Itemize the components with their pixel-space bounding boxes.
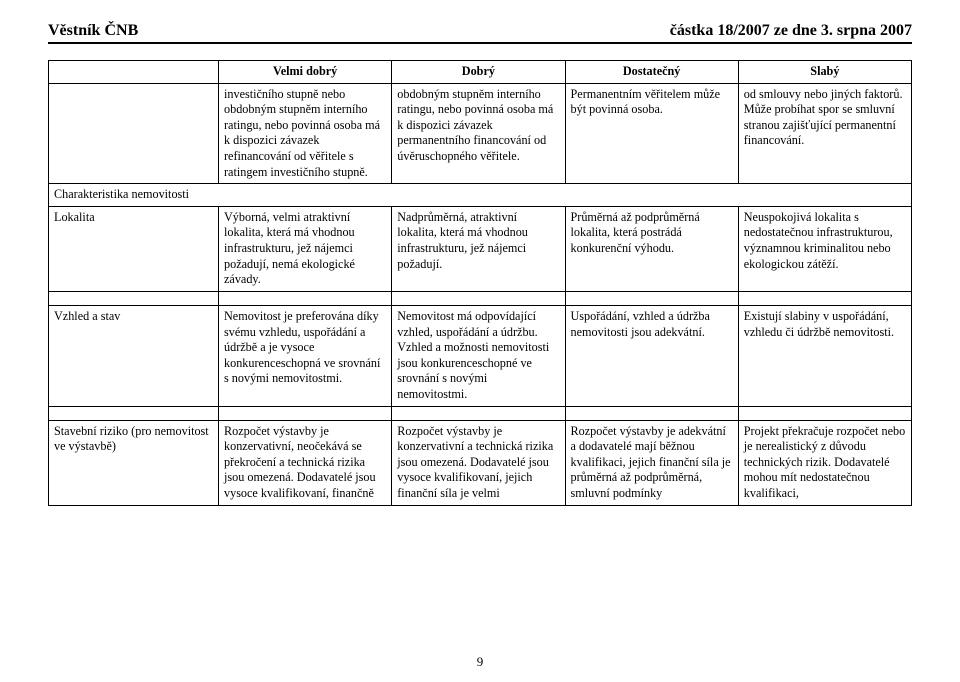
page-container: Věstník ČNB částka 18/2007 ze dne 3. srp… [0, 0, 960, 506]
page-header: Věstník ČNB částka 18/2007 ze dne 3. srp… [48, 22, 912, 40]
row-label-lokalita: Lokalita [49, 206, 219, 291]
table-row-spacer [49, 291, 912, 305]
col-header-empty [49, 61, 219, 84]
cell: Existují slabiny v uspořádání, vzhledu č… [738, 305, 911, 406]
cell: Rozpočet výstavby je konzervativní, neoč… [219, 420, 392, 505]
section-header-row: Charakteristika nemovitosti [49, 184, 912, 207]
table-header-row: Velmi dobrý Dobrý Dostatečný Slabý [49, 61, 912, 84]
col-header-dostatecny: Dostatečný [565, 61, 738, 84]
table-row-spacer [49, 406, 912, 420]
cell: Rozpočet výstavby je adekvátní a dodavat… [565, 420, 738, 505]
cell: Výborná, velmi atraktivní lokalita, kter… [219, 206, 392, 291]
col-header-slaby: Slabý [738, 61, 911, 84]
table-row: Vzhled a stav Nemovitost je preferována … [49, 305, 912, 406]
header-divider [48, 42, 912, 44]
cell: Průměrná až podprůměrná lokalita, která … [565, 206, 738, 291]
page-number: 9 [0, 654, 960, 670]
header-left: Věstník ČNB [48, 22, 138, 40]
cell: obdobným stupněm interního ratingu, nebo… [392, 83, 565, 184]
cell: Rozpočet výstavby je konzervativní a tec… [392, 420, 565, 505]
cell: Nadprůměrná, atraktivní lokalita, která … [392, 206, 565, 291]
table-row: Stavební riziko (pro nemovitost ve výsta… [49, 420, 912, 505]
table-row: investičního stupně nebo obdobným stupně… [49, 83, 912, 184]
cell: Permanentním věřitelem může být povinná … [565, 83, 738, 184]
cell: od smlouvy nebo jiných faktorů. Může pro… [738, 83, 911, 184]
section-header: Charakteristika nemovitosti [49, 184, 912, 207]
col-header-dobry: Dobrý [392, 61, 565, 84]
cell: Nemovitost má odpovídající vzhled, uspoř… [392, 305, 565, 406]
cell: Uspořádání, vzhled a údržba nemovitosti … [565, 305, 738, 406]
cell: Nemovitost je preferována díky svému vzh… [219, 305, 392, 406]
row-label-vzhled: Vzhled a stav [49, 305, 219, 406]
cell: Neuspokojivá lokalita s nedostatečnou in… [738, 206, 911, 291]
col-header-velmi-dobry: Velmi dobrý [219, 61, 392, 84]
cell: investičního stupně nebo obdobným stupně… [219, 83, 392, 184]
cell: Projekt překračuje rozpočet nebo je nere… [738, 420, 911, 505]
main-table: Velmi dobrý Dobrý Dostatečný Slabý inves… [48, 60, 912, 506]
table-row: Lokalita Výborná, velmi atraktivní lokal… [49, 206, 912, 291]
row-label [49, 83, 219, 184]
header-right: částka 18/2007 ze dne 3. srpna 2007 [670, 22, 912, 40]
row-label-stavebni: Stavební riziko (pro nemovitost ve výsta… [49, 420, 219, 505]
